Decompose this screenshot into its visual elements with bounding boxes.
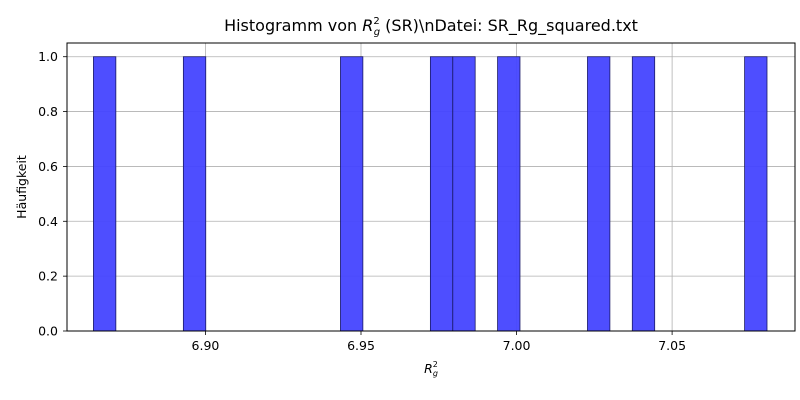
y-tick-label: 1.0 xyxy=(38,49,58,64)
x-tick-label: 7.00 xyxy=(503,338,531,353)
histogram-bar xyxy=(182,56,207,332)
y-tick-label: 0.0 xyxy=(38,324,58,339)
x-axis-label: R2 g xyxy=(424,360,438,378)
histogram-bar xyxy=(587,56,611,332)
histogram-bar xyxy=(93,56,117,332)
x-axis-label-symbol: R xyxy=(424,361,433,376)
histogram-bar xyxy=(340,56,364,332)
x-axis-label-subscript: g xyxy=(433,369,438,378)
chart-title-superscript: 2 xyxy=(373,16,379,27)
y-axis-label: Häufigkeit xyxy=(14,155,29,219)
histogram-bar xyxy=(452,56,476,332)
y-tick-label: 0.6 xyxy=(38,159,58,174)
chart-title-symbol: R xyxy=(362,16,373,35)
x-tick-label: 6.90 xyxy=(192,338,220,353)
plot-frame xyxy=(66,42,796,332)
x-axis-label-superscript: 2 xyxy=(433,360,438,369)
y-tick-label: 0.4 xyxy=(38,214,58,229)
chart-title: Histogramm von R2 g (SR)\nDatei: SR_Rg_sq… xyxy=(224,16,638,38)
histogram-bar xyxy=(429,56,454,332)
chart-title-prefix: Histogramm von xyxy=(224,16,362,35)
chart-title-suffix: (SR)\nDatei: SR_Rg_squared.txt xyxy=(380,16,638,36)
x-tick-label: 6.95 xyxy=(347,338,375,353)
y-tick-label: 0.2 xyxy=(38,269,58,284)
ticks: 6.90 6.95 7.00 7.05 0.0 0.2 0.4 0.6 0.8 1.0 xyxy=(38,49,686,353)
bars xyxy=(93,56,768,332)
x-tick-label: 7.05 xyxy=(658,338,686,353)
y-tick-label: 0.8 xyxy=(38,104,58,119)
histogram-bar xyxy=(631,56,656,332)
histogram-bar xyxy=(744,56,768,332)
histogram-bar xyxy=(497,56,521,332)
chart-title-subscript: g xyxy=(374,27,380,38)
